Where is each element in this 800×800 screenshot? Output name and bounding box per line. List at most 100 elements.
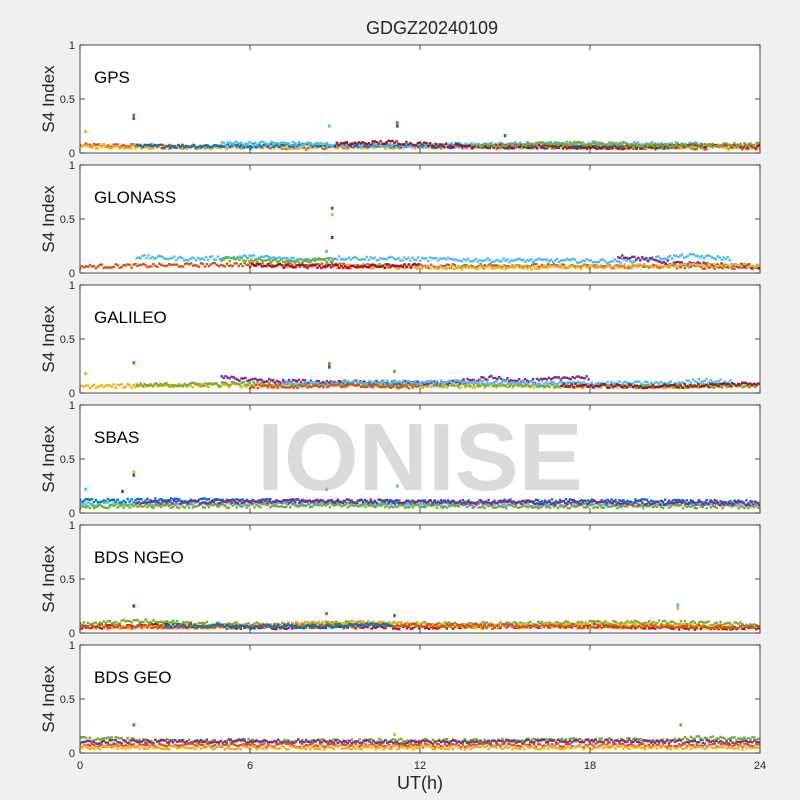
- data-point: [699, 265, 702, 268]
- data-point: [515, 505, 518, 508]
- data-point: [243, 261, 246, 265]
- data-point: [341, 142, 345, 145]
- data-point: [221, 264, 224, 267]
- data-point: [394, 504, 397, 508]
- data-point: [405, 385, 408, 388]
- data-point: [359, 258, 362, 261]
- data-point: [720, 385, 723, 388]
- data-point: [423, 381, 427, 384]
- data-point: [220, 257, 224, 260]
- data-point: [575, 142, 578, 146]
- data-point: [691, 147, 695, 150]
- data-point: [484, 266, 487, 269]
- data-point: [319, 141, 322, 145]
- data-point: [512, 259, 515, 262]
- data-point: [283, 382, 286, 386]
- data-point: [580, 384, 583, 387]
- data-point: [642, 498, 645, 501]
- data-point: [556, 506, 560, 510]
- data-point: [280, 143, 283, 146]
- data-point: [239, 503, 242, 506]
- data-point: [689, 142, 693, 145]
- data-point: [704, 265, 708, 268]
- data-point: [338, 262, 341, 265]
- data-point: [278, 380, 281, 383]
- data-point: [219, 498, 222, 501]
- data-point: [273, 147, 276, 150]
- data-point: [241, 265, 244, 268]
- data-point: [393, 145, 396, 148]
- data-point: [141, 254, 144, 257]
- data-point: [381, 384, 384, 387]
- data-point: [742, 262, 745, 266]
- data-point: [307, 260, 311, 264]
- data-point: [712, 264, 715, 267]
- data-point: [505, 507, 508, 510]
- data-point: [269, 261, 272, 265]
- data-point: [310, 505, 314, 508]
- data-point: [395, 267, 398, 270]
- data-point: [248, 378, 251, 382]
- data-point: [435, 379, 439, 383]
- data-point: [661, 265, 664, 268]
- data-point: [242, 259, 245, 262]
- data-point: [289, 143, 293, 147]
- data-point: [300, 146, 304, 149]
- data-point: [364, 382, 367, 386]
- data-point: [387, 256, 390, 259]
- data-point: [518, 266, 521, 269]
- data-point: [249, 502, 252, 506]
- data-point: [491, 381, 494, 385]
- data-point: [567, 146, 571, 149]
- data-point: [187, 263, 191, 266]
- data-point: [457, 505, 460, 508]
- data-point: [678, 261, 681, 264]
- data-point: [508, 146, 511, 149]
- data-point: [235, 262, 238, 265]
- data-point: [558, 502, 562, 506]
- data-point: [427, 384, 430, 387]
- data-point: [138, 504, 141, 507]
- data-point: [711, 145, 714, 148]
- data-point: [272, 386, 275, 389]
- data-point: [751, 143, 754, 147]
- data-point: [201, 382, 205, 386]
- data-point: [681, 381, 685, 384]
- data-point: [302, 265, 306, 268]
- data-point: [136, 497, 139, 501]
- data-point: [273, 504, 276, 507]
- data-point: [189, 146, 192, 149]
- data-point: [571, 144, 575, 147]
- data-point: [444, 142, 448, 145]
- data-point: [259, 502, 262, 505]
- data-point: [471, 386, 474, 389]
- data-point: [657, 266, 661, 270]
- data-point: [429, 142, 432, 145]
- data-point: [705, 377, 708, 381]
- data-point: [613, 258, 616, 261]
- data-point: [614, 384, 617, 388]
- data-point: [691, 383, 695, 386]
- data-point: [633, 260, 636, 263]
- data-point: [241, 146, 244, 149]
- data-point: [120, 266, 123, 269]
- data-point: [92, 504, 96, 507]
- data-point: [738, 266, 741, 269]
- data-point: [472, 266, 475, 269]
- data-point: [213, 262, 217, 265]
- data-point: [379, 143, 382, 146]
- data-point: [503, 498, 506, 501]
- data-point: [722, 263, 725, 266]
- data-point: [151, 255, 154, 259]
- data-point: [497, 382, 500, 386]
- data-point: [122, 386, 125, 389]
- data-point: [600, 499, 603, 502]
- data-point: [179, 264, 183, 268]
- data-point: [403, 256, 406, 259]
- data-point: [605, 261, 608, 265]
- data-point: [465, 381, 468, 385]
- data-point: [383, 142, 386, 145]
- data-point: [287, 378, 291, 382]
- data-point: [588, 142, 591, 146]
- data-point: [622, 381, 625, 384]
